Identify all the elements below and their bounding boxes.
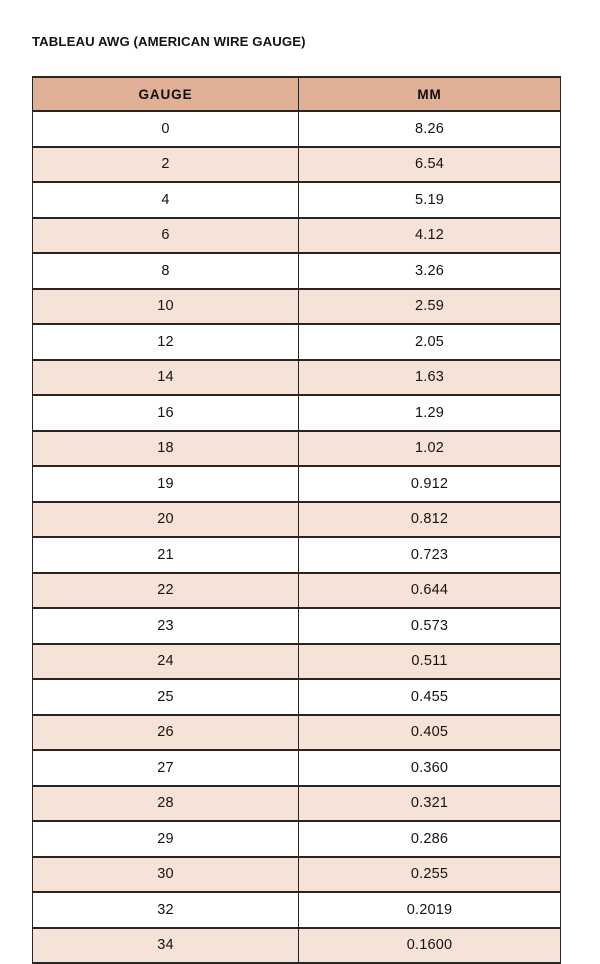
table-row: 12 2.05: [32, 323, 561, 361]
cell-mm: 1.29: [298, 394, 561, 432]
table-row: 28 0.321: [32, 784, 561, 822]
cell-mm: 0.511: [298, 642, 561, 680]
cell-gauge: 30: [32, 855, 299, 893]
cell-gauge: 24: [32, 642, 299, 680]
cell-mm: 0.321: [298, 784, 561, 822]
table-row: 22 0.644: [32, 571, 561, 609]
cell-mm: 0.723: [298, 536, 561, 574]
cell-gauge: 2: [32, 145, 299, 183]
table-row: 10 2.59: [32, 287, 561, 325]
cell-mm: 0.1600: [298, 926, 561, 964]
cell-mm: 8.26: [298, 110, 561, 148]
cell-mm: 1.02: [298, 429, 561, 467]
column-header-mm: MM: [298, 76, 561, 112]
cell-mm: 1.63: [298, 358, 561, 396]
cell-mm: 0.644: [298, 571, 561, 609]
table-row: 34 0.1600: [32, 926, 561, 964]
cell-mm: 2.05: [298, 323, 561, 361]
table-row: 24 0.511: [32, 642, 561, 680]
table-row: 2 6.54: [32, 145, 561, 183]
table-row: 6 4.12: [32, 216, 561, 254]
cell-mm: 0.912: [298, 465, 561, 503]
cell-gauge: 28: [32, 784, 299, 822]
cell-gauge: 16: [32, 394, 299, 432]
table-row: 18 1.02: [32, 429, 561, 467]
cell-gauge: 26: [32, 713, 299, 751]
cell-gauge: 12: [32, 323, 299, 361]
table-row: 21 0.723: [32, 536, 561, 574]
cell-mm: 0.255: [298, 855, 561, 893]
cell-gauge: 29: [32, 820, 299, 858]
table-row: 25 0.455: [32, 678, 561, 716]
cell-gauge: 0: [32, 110, 299, 148]
cell-gauge: 34: [32, 926, 299, 964]
cell-gauge: 6: [32, 216, 299, 254]
header-row: GAUGE MM: [32, 76, 561, 112]
table-row: 16 1.29: [32, 394, 561, 432]
cell-gauge: 23: [32, 607, 299, 645]
cell-gauge: 19: [32, 465, 299, 503]
cell-mm: 6.54: [298, 145, 561, 183]
cell-gauge: 22: [32, 571, 299, 609]
table-row: 26 0.405: [32, 713, 561, 751]
cell-gauge: 10: [32, 287, 299, 325]
table-row: 14 1.63: [32, 358, 561, 396]
awg-table-container: GAUGE MM 0 8.26 2 6.54 4 5.19 6 4.12 8 3.26 10 2.59…: [32, 76, 561, 964]
cell-gauge: 20: [32, 500, 299, 538]
table-row: 29 0.286: [32, 820, 561, 858]
table-row: 4 5.19: [32, 181, 561, 219]
table-row: 30 0.255: [32, 855, 561, 893]
table-row: 23 0.573: [32, 607, 561, 645]
cell-gauge: 18: [32, 429, 299, 467]
cell-mm: 2.59: [298, 287, 561, 325]
table-body: 0 8.26 2 6.54 4 5.19 6 4.12 8 3.26 10 2.59 12 2.05 14 1…: [32, 110, 561, 964]
cell-mm: 0.405: [298, 713, 561, 751]
cell-mm: 3.26: [298, 252, 561, 290]
cell-gauge: 25: [32, 678, 299, 716]
cell-gauge: 32: [32, 891, 299, 929]
cell-mm: 0.455: [298, 678, 561, 716]
column-header-gauge: GAUGE: [32, 76, 299, 112]
cell-mm: 0.812: [298, 500, 561, 538]
cell-gauge: 14: [32, 358, 299, 396]
cell-mm: 0.573: [298, 607, 561, 645]
cell-gauge: 27: [32, 749, 299, 787]
cell-gauge: 8: [32, 252, 299, 290]
table-row: 27 0.360: [32, 749, 561, 787]
cell-mm: 5.19: [298, 181, 561, 219]
table-row: 8 3.26: [32, 252, 561, 290]
cell-gauge: 21: [32, 536, 299, 574]
table-row: 20 0.812: [32, 500, 561, 538]
cell-gauge: 4: [32, 181, 299, 219]
table-row: 19 0.912: [32, 465, 561, 503]
cell-mm: 0.2019: [298, 891, 561, 929]
table-header: GAUGE MM: [32, 76, 561, 112]
page-title: TABLEAU AWG (AMERICAN WIRE GAUGE): [32, 34, 306, 49]
awg-table: GAUGE MM 0 8.26 2 6.54 4 5.19 6 4.12 8 3.26 10 2.59…: [32, 76, 561, 964]
cell-mm: 0.286: [298, 820, 561, 858]
cell-mm: 4.12: [298, 216, 561, 254]
table-row: 0 8.26: [32, 110, 561, 148]
table-row: 32 0.2019: [32, 891, 561, 929]
cell-mm: 0.360: [298, 749, 561, 787]
